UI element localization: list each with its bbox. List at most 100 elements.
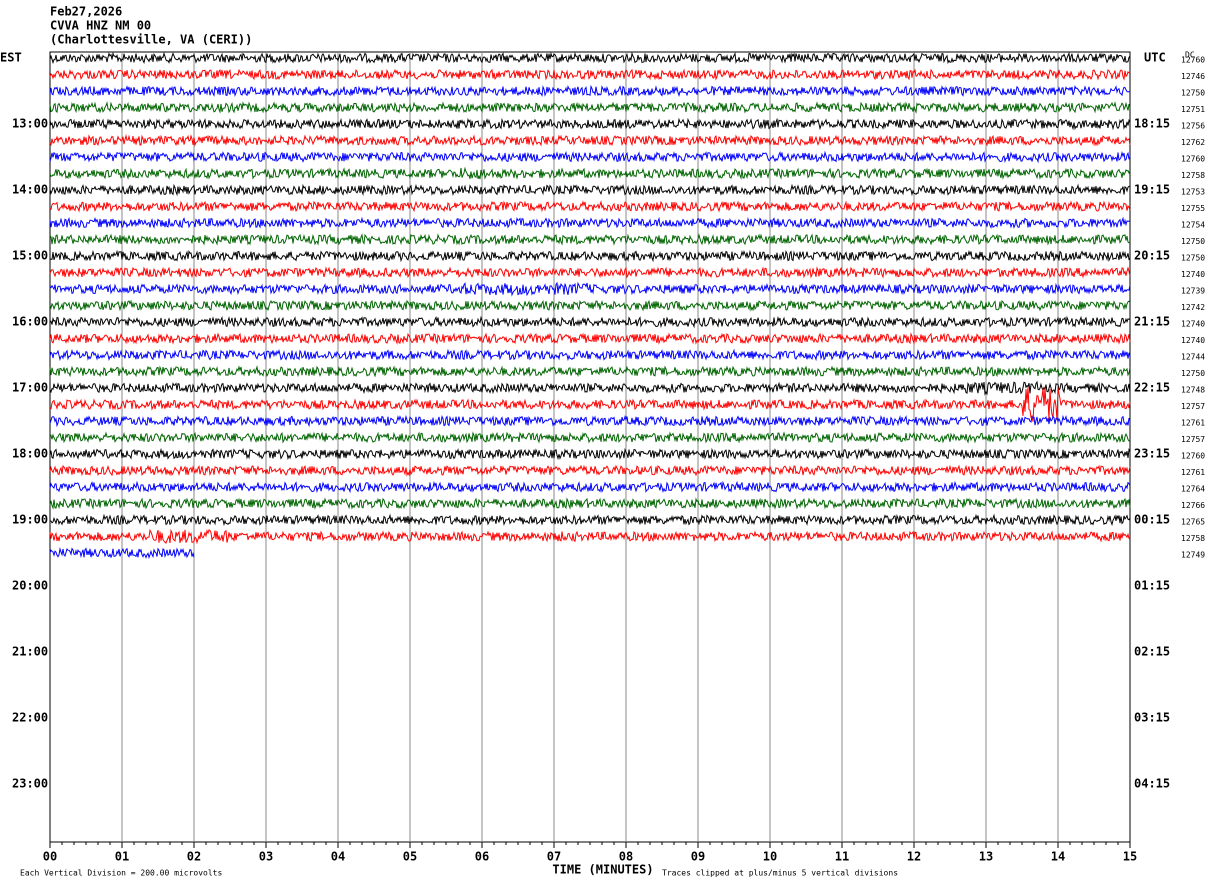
trace (49, 365, 1131, 378)
x-tick-label: 00 (43, 850, 57, 864)
dc-value: 12744 (1181, 353, 1205, 362)
est-label: 15:00 (12, 249, 48, 263)
dc-value: 12748 (1181, 386, 1205, 395)
trace (49, 348, 1131, 362)
utc-label: 18:15 (1134, 117, 1170, 131)
utc-label: UTC (1144, 51, 1166, 65)
trace (49, 528, 1131, 545)
dc-value: 12756 (1181, 122, 1205, 131)
utc-label: 20:15 (1134, 249, 1170, 263)
dc-title: DC (1185, 51, 1195, 60)
dc-value: 12760 (1181, 155, 1205, 164)
trace (49, 51, 1131, 65)
x-tick-label: 01 (115, 850, 129, 864)
x-tick-label: 02 (187, 850, 201, 864)
trace (49, 134, 1131, 147)
header-location: (Charlottesville, VA (CERI)) (50, 33, 252, 47)
dc-value: 12764 (1181, 485, 1205, 494)
x-tick-label: 07 (547, 850, 561, 864)
x-tick-label: 12 (907, 850, 921, 864)
dc-value: 12750 (1181, 237, 1205, 246)
x-tick-label: 08 (619, 850, 633, 864)
dc-value: 12753 (1181, 188, 1205, 197)
trace (49, 216, 1131, 230)
trace (49, 200, 1131, 213)
utc-label: 02:15 (1134, 645, 1170, 659)
dc-value: 12750 (1181, 89, 1205, 98)
utc-label: 21:15 (1134, 315, 1170, 329)
utc-label: 23:15 (1134, 447, 1170, 461)
est-label: 13:00 (12, 117, 48, 131)
trace (49, 431, 1131, 444)
trace (49, 464, 1131, 477)
est-label: EST (0, 51, 22, 65)
utc-label: 01:15 (1134, 579, 1170, 593)
trace (49, 84, 1131, 98)
x-tick-label: 06 (475, 850, 489, 864)
dc-value: 12765 (1181, 518, 1205, 527)
trace (49, 183, 1130, 197)
dc-value: 12761 (1181, 419, 1205, 428)
trace (49, 447, 1131, 461)
dc-value: 12740 (1181, 270, 1205, 279)
trace (49, 281, 1131, 297)
dc-value: 12762 (1181, 138, 1205, 147)
dc-value: 12760 (1181, 56, 1205, 65)
trace (49, 315, 1131, 329)
x-tick-label: 11 (835, 850, 849, 864)
trace (49, 117, 1131, 131)
dc-value: 12757 (1181, 402, 1205, 411)
clip-note: Traces clipped at plus/minus 5 vertical … (662, 869, 898, 878)
dc-value: 12754 (1181, 221, 1205, 230)
est-label: 17:00 (12, 381, 48, 395)
x-tick-label: 10 (763, 850, 777, 864)
dc-value: 12761 (1181, 468, 1205, 477)
trace (49, 249, 1131, 263)
est-label: 16:00 (12, 315, 48, 329)
trace (49, 480, 1131, 494)
est-label: 21:00 (12, 645, 48, 659)
trace (49, 266, 1131, 279)
dc-value: 12749 (1181, 551, 1205, 560)
trace (49, 101, 1131, 114)
header-date: Feb27,2026 (50, 5, 122, 19)
utc-label: 19:15 (1134, 183, 1170, 197)
x-tick-label: 09 (691, 850, 705, 864)
trace (49, 299, 1131, 312)
utc-label: 22:15 (1134, 381, 1170, 395)
trace (49, 414, 1131, 428)
x-tick-label: 13 (979, 850, 993, 864)
est-label: 19:00 (12, 513, 48, 527)
x-tick-label: 15 (1123, 850, 1137, 864)
dc-value: 12740 (1181, 320, 1205, 329)
trace (49, 68, 1131, 81)
utc-label: 00:15 (1134, 513, 1170, 527)
trace (49, 166, 1131, 180)
dc-value: 12760 (1181, 452, 1205, 461)
est-label: 20:00 (12, 579, 48, 593)
trace (49, 233, 1131, 246)
est-label: 18:00 (12, 447, 48, 461)
dc-value: 12750 (1181, 369, 1205, 378)
est-label: 22:00 (12, 711, 48, 725)
x-tick-label: 05 (403, 850, 417, 864)
dc-value: 12740 (1181, 336, 1205, 345)
dc-value: 12766 (1181, 501, 1205, 510)
est-label: 14:00 (12, 183, 48, 197)
dc-value: 12739 (1181, 287, 1205, 296)
trace (49, 332, 1131, 345)
dc-value: 12751 (1181, 105, 1205, 114)
x-title: TIME (MINUTES) (552, 863, 653, 877)
trace (49, 513, 1131, 527)
dc-value: 12758 (1181, 171, 1205, 180)
utc-label: 03:15 (1134, 711, 1170, 725)
scale-note: Each Vertical Division = 200.00 microvol… (20, 869, 222, 878)
trace (49, 150, 1131, 164)
trace (49, 497, 1131, 510)
trace (49, 547, 195, 560)
x-tick-label: 14 (1051, 850, 1065, 864)
x-tick-label: 03 (259, 850, 273, 864)
trace (49, 380, 1131, 396)
